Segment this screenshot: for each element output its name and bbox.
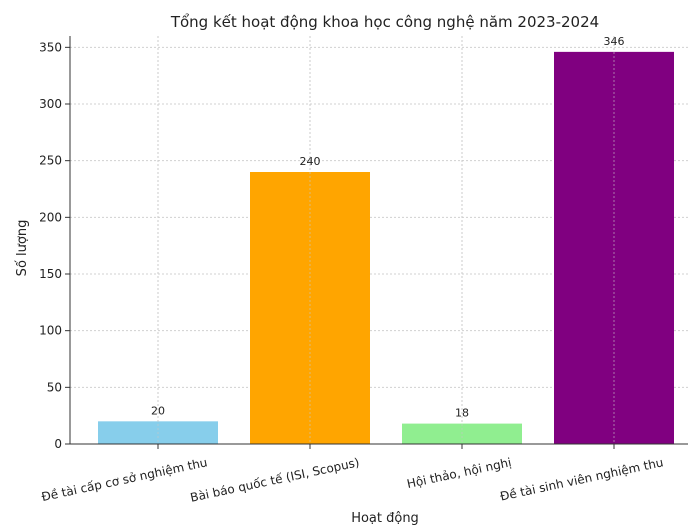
y-tick-label: 150 [39,267,62,281]
y-tick-label: 100 [39,324,62,338]
x-tick-label: Đề tài sinh viên nghiệm thu [499,455,665,503]
x-axis-title: Hoạt động [351,511,419,526]
data-label: 20 [151,404,165,417]
y-tick-label: 250 [39,154,62,168]
x-tick-label: Đề tài cấp cơ sở nghiệm thu [40,455,208,504]
y-tick-label: 300 [39,97,62,111]
y-tick-label: 0 [54,437,62,451]
bars [98,51,674,444]
y-tick-label: 50 [47,380,62,394]
y-tick-label: 200 [39,210,62,224]
x-tick-label: Hội thảo, hội nghị [406,455,513,491]
chart-title: Tổng kết hoạt động khoa học công nghệ nă… [170,13,599,31]
y-tick-label: 350 [39,40,62,54]
x-tick-label: Bài báo quốc tế (ISI, Scopus) [189,455,361,505]
y-axis-title: Số lượng [15,220,30,277]
